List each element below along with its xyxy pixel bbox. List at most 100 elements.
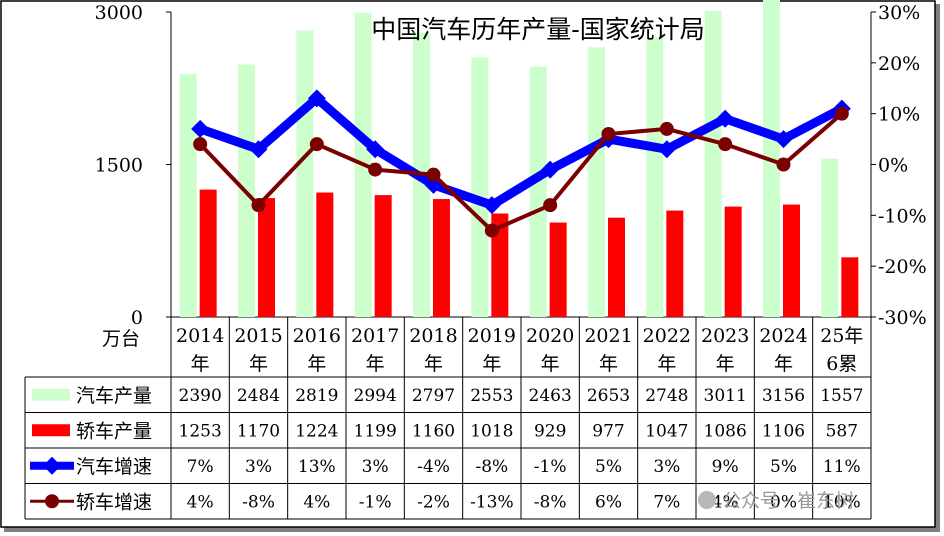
right-tick-label: -10% <box>878 205 927 227</box>
legend-swatch-marker <box>43 456 61 475</box>
category-label-line1: 2024 <box>759 325 807 347</box>
category-label-line2: 年 <box>599 353 618 375</box>
point-car-growth <box>659 121 674 136</box>
bar-car-output <box>666 210 684 317</box>
point-car-growth <box>309 137 324 152</box>
point-car-growth <box>426 167 441 182</box>
right-tick-label: 20% <box>878 53 920 75</box>
data-label: 2797 <box>412 386 455 406</box>
data-table: 2014 年 2015 年 2016 年 2017 年 2018 年 2019 年 2020 年 2021 年… <box>24 317 872 520</box>
data-label: -2% <box>417 492 450 512</box>
point-car-growth <box>776 157 791 172</box>
data-label: 1086 <box>704 421 747 441</box>
data-label: 2653 <box>587 386 630 406</box>
data-label: 9% <box>712 457 739 477</box>
point-auto-growth <box>774 130 793 149</box>
data-label: 1199 <box>354 421 397 441</box>
bar-auto-output <box>529 66 547 317</box>
legend-label: 汽车产量 <box>76 385 152 407</box>
category-label-line2: 年 <box>482 353 501 375</box>
bar-car-output <box>316 192 334 317</box>
right-tick-label: -30% <box>878 307 927 329</box>
wechat-icon <box>698 491 716 509</box>
bar-auto-output <box>646 37 664 318</box>
category-label-line1: 2022 <box>643 325 691 347</box>
category-label-line1: 25年 <box>820 325 863 347</box>
bar-auto-output <box>588 47 605 318</box>
line-auto-growth <box>198 93 844 210</box>
bar-auto-output <box>179 74 197 318</box>
category-label-line2: 年 <box>366 353 385 375</box>
data-label: 4% <box>187 492 214 512</box>
data-label: 7% <box>653 492 680 512</box>
bar-car-output <box>374 195 392 317</box>
category-label-line2: 年 <box>191 353 210 375</box>
data-label: 1170 <box>237 421 280 441</box>
plot-area: 0 1500 3000 -30% -20% -10% 0% 10% 20% 30% <box>95 0 927 329</box>
data-label: 7% <box>187 457 214 477</box>
left-tick-label: 3000 <box>95 2 143 24</box>
data-label: 1018 <box>470 421 513 441</box>
bar-car-output <box>433 199 450 317</box>
data-label: 3% <box>245 457 272 477</box>
point-car-growth <box>834 106 849 121</box>
data-label: 1160 <box>412 421 455 441</box>
data-label: -8% <box>534 492 567 512</box>
data-label: 6% <box>595 492 622 512</box>
legend-label: 轿车增速 <box>76 491 152 513</box>
legend-swatch-1 <box>32 424 70 437</box>
category-label-line2: 年 <box>541 353 560 375</box>
data-label: 4% <box>712 492 739 512</box>
bar-car-output <box>783 204 800 317</box>
data-label: 3156 <box>762 386 805 406</box>
point-car-growth <box>718 137 733 152</box>
data-label: 2819 <box>295 386 338 406</box>
data-label: 2994 <box>354 386 397 406</box>
chart-title: 中国汽车历年产量-国家统计局 <box>371 15 704 44</box>
data-label: -8% <box>475 457 508 477</box>
legend-label: 汽车增速 <box>76 456 152 478</box>
data-label: 1253 <box>179 421 222 441</box>
legend-swatch-0 <box>32 388 70 401</box>
line-car-growth <box>198 112 844 233</box>
point-car-growth <box>543 198 558 213</box>
bar-auto-output <box>471 57 489 317</box>
bar-car-output <box>258 198 275 317</box>
legend-swatch-marker <box>45 494 59 509</box>
data-label: -8% <box>242 492 275 512</box>
category-label-line2: 年 <box>249 353 268 375</box>
bar-car-output <box>608 217 625 317</box>
data-label: 1224 <box>295 421 338 441</box>
data-label: 10% <box>823 492 861 512</box>
right-tick-label: 0% <box>878 155 908 177</box>
legend-label: 轿车产量 <box>76 420 152 442</box>
watermark: 公众号 · 崔东树 <box>698 490 854 512</box>
category-label-line2: 年 <box>657 353 676 375</box>
data-label: 2390 <box>179 386 222 406</box>
point-car-growth <box>368 162 383 177</box>
bar-auto-output <box>296 30 314 317</box>
data-label: 5% <box>595 457 622 477</box>
category-label-line1: 2023 <box>701 325 749 347</box>
data-label: 2463 <box>529 386 572 406</box>
category-label-line2: 年 <box>774 353 793 375</box>
data-label: 2748 <box>645 386 688 406</box>
category-label-line2: 6累 <box>826 353 857 375</box>
data-label: 1557 <box>820 386 863 406</box>
point-car-growth <box>601 127 616 141</box>
bar-car-output <box>199 189 217 317</box>
right-tick-label: 10% <box>878 104 920 126</box>
data-label: 3% <box>362 457 389 477</box>
data-label: 3011 <box>704 386 747 406</box>
data-label: -13% <box>470 492 514 512</box>
data-label: 3% <box>653 457 680 477</box>
category-label-line1: 2015 <box>234 325 282 347</box>
data-label: 11% <box>823 457 861 477</box>
point-auto-growth <box>657 140 676 159</box>
data-label: 0% <box>770 492 797 512</box>
data-label: 1106 <box>762 421 805 441</box>
left-tick-label: 0 <box>131 307 143 329</box>
data-label: 1047 <box>645 421 688 441</box>
watermark-text: 公众号 · 崔东树 <box>722 490 854 512</box>
